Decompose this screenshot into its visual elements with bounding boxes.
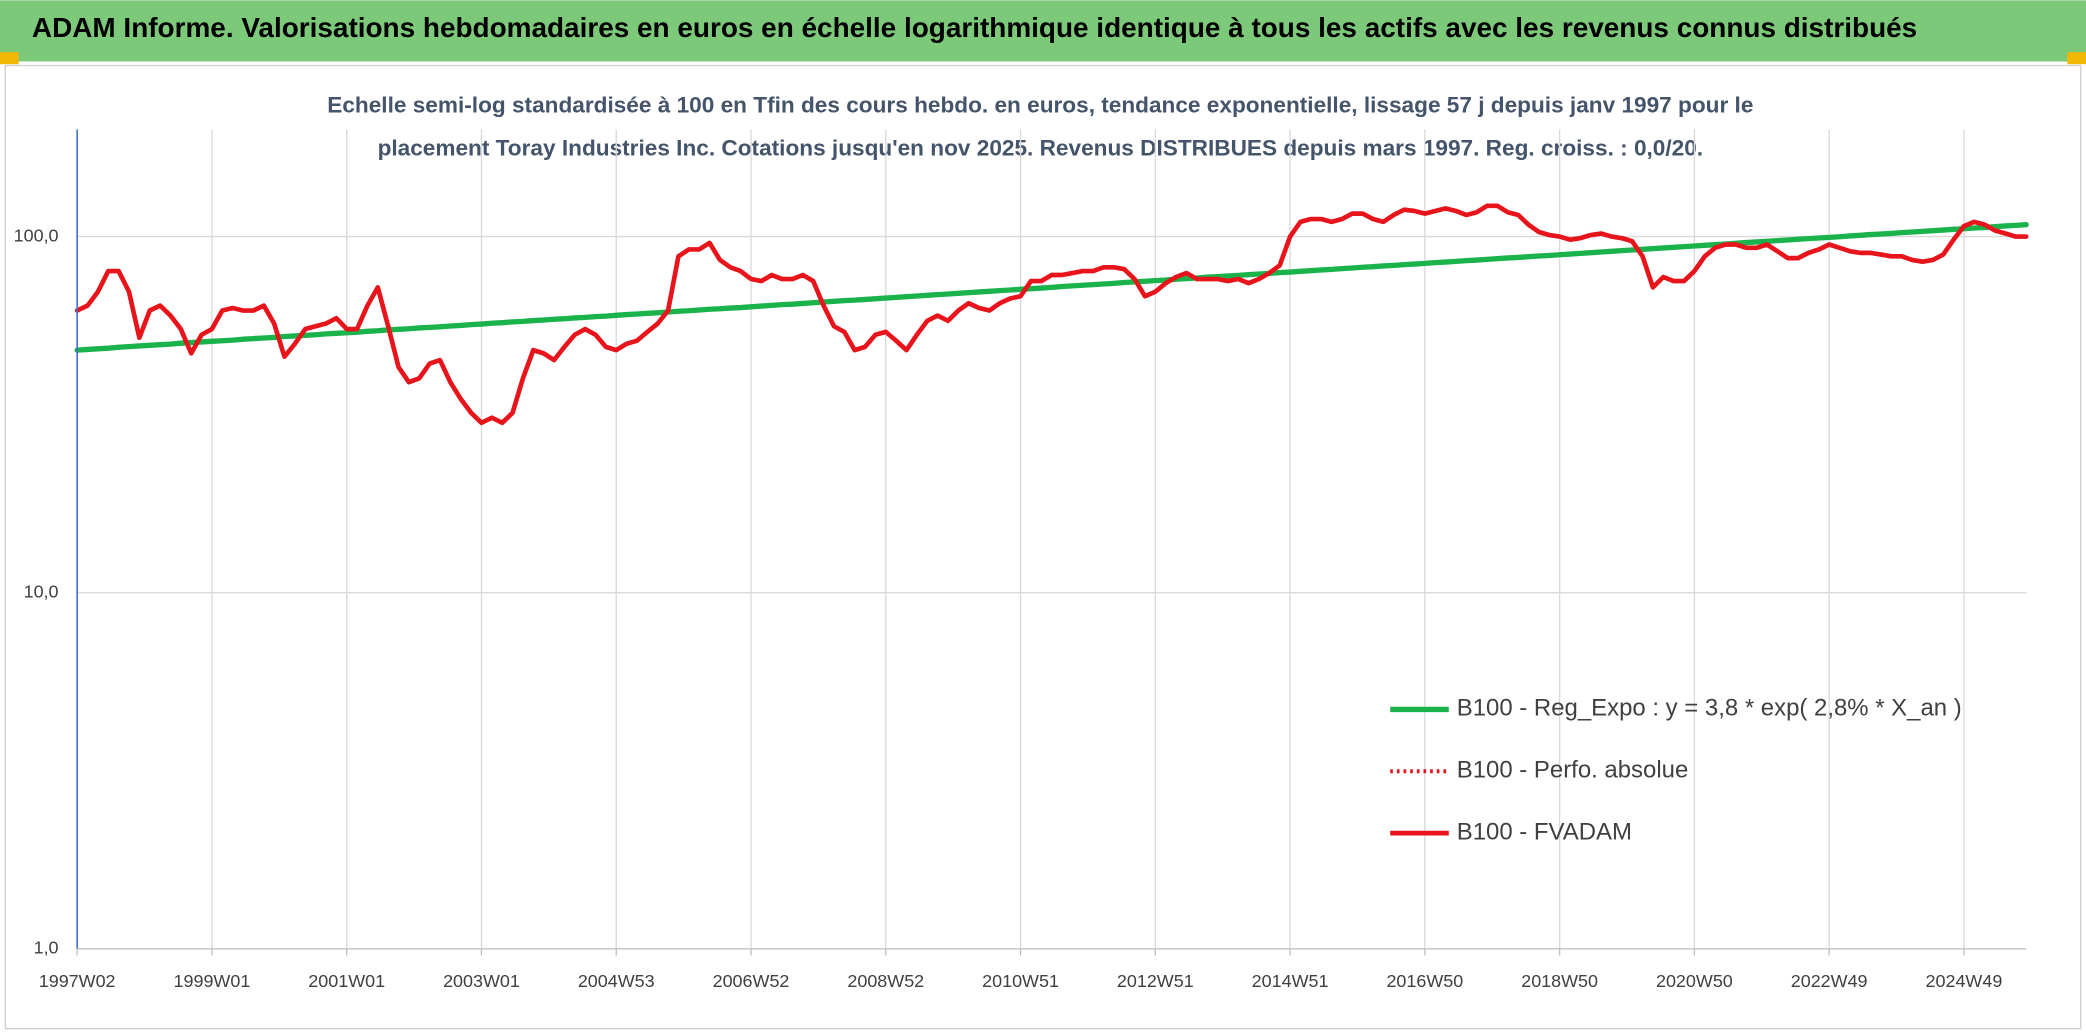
legend-label: B100 - Reg_Expo : y = 3,8 * exp( 2,8% * … (1457, 695, 1962, 722)
x-tick-label: 2024W49 (1926, 971, 2003, 991)
chart-subtitle: Echelle semi-log standardisée à 100 en T… (327, 93, 1753, 118)
legend: B100 - Reg_Expo : y = 3,8 * exp( 2,8% * … (1390, 695, 1962, 845)
corner-mark (2067, 52, 2086, 65)
chart-subtitle: placement Toray Industries Inc. Cotation… (378, 135, 1704, 160)
x-tick-label: 2010W51 (982, 971, 1059, 991)
x-tick-label: 2020W50 (1656, 971, 1733, 991)
x-tick-label: 1999W01 (174, 971, 251, 991)
x-tick-label: 2001W01 (308, 971, 385, 991)
x-tick-label: 2008W52 (847, 971, 924, 991)
x-tick-label: 2014W51 (1252, 971, 1329, 991)
y-tick-label: 1,0 (34, 938, 59, 958)
series-line (74, 203, 2029, 426)
x-tick-label: 2022W49 (1791, 971, 1868, 991)
series-line (74, 222, 2029, 353)
chart-frame (4, 64, 2082, 1030)
corner-mark (0, 52, 19, 65)
x-tick-label: 2016W50 (1386, 971, 1463, 991)
axes: 1,0 10,0 100,0 1997W02 1999W01 2001W01 2003W01… (14, 129, 2027, 991)
header-bar (0, 0, 2086, 62)
x-tick-label: 2004W53 (578, 971, 655, 991)
x-tick-label: 2006W52 (713, 971, 790, 991)
legend-label: B100 - FVADAM (1457, 818, 1632, 845)
y-tick-label: 100,0 (14, 225, 59, 245)
legend-label: B100 - Perfo. absolue (1457, 757, 1689, 784)
y-tick-label: 10,0 (24, 581, 59, 601)
x-tick-label: 2012W51 (1117, 971, 1194, 991)
chart-title: ADAM Informe. Valorisations hebdomadaire… (32, 12, 1917, 43)
x-tick-label: 1997W02 (39, 971, 116, 991)
plot-lines (74, 203, 2029, 426)
x-tick-label: 2018W50 (1521, 971, 1598, 991)
x-tick-label: 2003W01 (443, 971, 520, 991)
